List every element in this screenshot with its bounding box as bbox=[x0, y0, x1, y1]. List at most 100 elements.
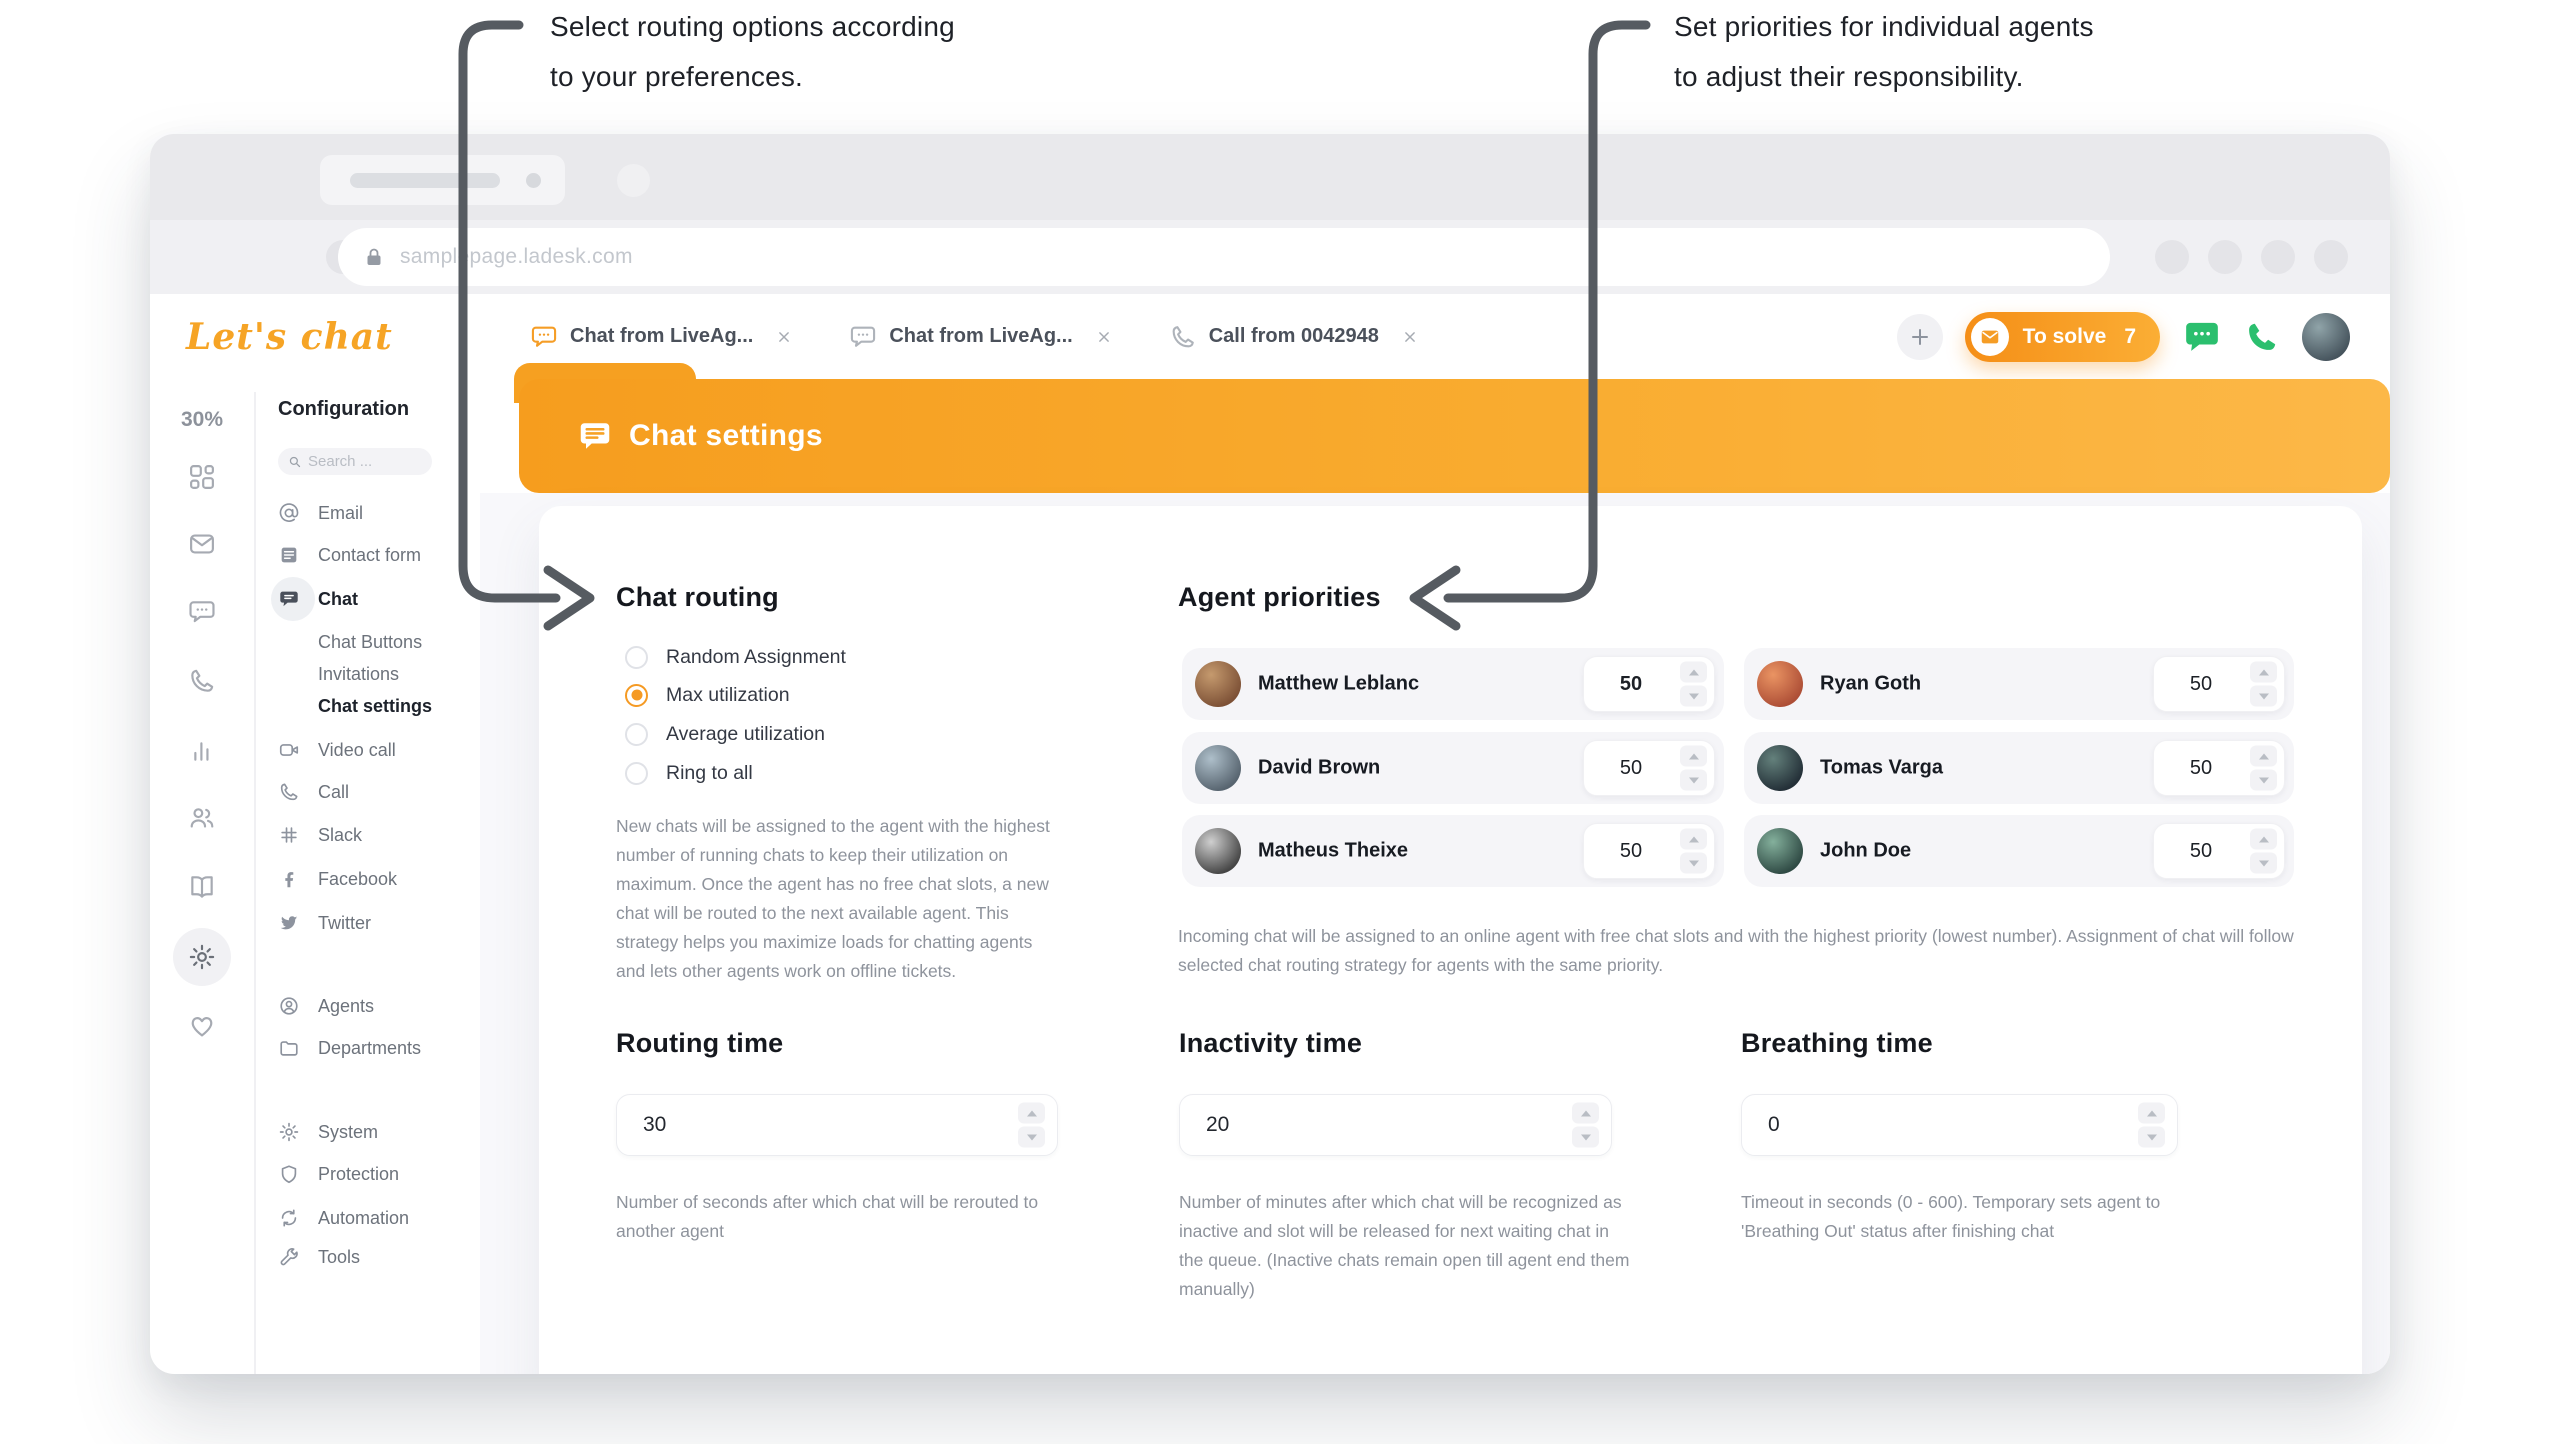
phone-icon bbox=[188, 667, 217, 696]
stepper bbox=[1572, 1102, 1599, 1148]
radio-selected-icon bbox=[625, 683, 648, 707]
annotation-right-line2: to adjust their responsibility. bbox=[1674, 61, 2024, 92]
ticket-tab-chat-1[interactable]: Chat from LiveAg... bbox=[530, 323, 793, 351]
video-icon bbox=[278, 739, 318, 761]
menu-item-tools[interactable]: Tools bbox=[278, 1239, 360, 1275]
menu-item-agents[interactable]: Agents bbox=[278, 988, 374, 1024]
at-icon bbox=[278, 502, 318, 524]
browser-action-button-4[interactable] bbox=[2314, 240, 2348, 274]
stepper-down-button[interactable] bbox=[2250, 852, 2277, 874]
stepper-down-button[interactable] bbox=[1572, 1126, 1599, 1148]
rail-item-favorites[interactable] bbox=[188, 1011, 217, 1040]
inactivity-time-input[interactable] bbox=[1179, 1094, 1612, 1156]
priority-input[interactable] bbox=[1583, 740, 1715, 796]
stepper-up-button[interactable] bbox=[1018, 1102, 1045, 1124]
stepper-up-button[interactable] bbox=[2250, 828, 2277, 850]
slack-icon bbox=[278, 824, 318, 846]
menu-item-system[interactable]: System bbox=[278, 1114, 378, 1150]
annotation-left: Select routing options according to your… bbox=[550, 2, 955, 102]
chats-button[interactable] bbox=[2182, 317, 2222, 357]
page-title: Chat settings bbox=[629, 419, 823, 452]
close-icon[interactable] bbox=[1401, 328, 1419, 346]
browser-action-button-2[interactable] bbox=[2208, 240, 2242, 274]
menu-item-call[interactable]: Call bbox=[278, 774, 349, 810]
chat-routing-title: Chat routing bbox=[616, 582, 779, 612]
menu-item-protection[interactable]: Protection bbox=[278, 1156, 399, 1192]
menu-item-slack[interactable]: Slack bbox=[278, 817, 362, 853]
stepper-down-button[interactable] bbox=[1680, 685, 1707, 707]
browser-tab[interactable] bbox=[320, 155, 565, 205]
stepper-down-button[interactable] bbox=[2250, 769, 2277, 791]
rail-item-settings[interactable] bbox=[188, 943, 217, 972]
rail-item-mail[interactable] bbox=[188, 530, 217, 559]
stepper-down-button[interactable] bbox=[1680, 769, 1707, 791]
menu-item-invitations[interactable]: Invitations bbox=[318, 663, 400, 684]
inactivity-time-title: Inactivity time bbox=[1179, 1028, 1363, 1058]
menu-item-departments[interactable]: Departments bbox=[278, 1030, 421, 1066]
browser-action-button-3[interactable] bbox=[2261, 240, 2295, 274]
folder-icon bbox=[278, 1037, 318, 1059]
stepper-down-button[interactable] bbox=[1680, 852, 1707, 874]
menu-item-twitter[interactable]: Twitter bbox=[278, 905, 371, 941]
close-icon[interactable] bbox=[1095, 328, 1113, 346]
ticket-tab-call[interactable]: Call from 0042948 bbox=[1169, 323, 1419, 351]
browser-tab-close-icon[interactable] bbox=[526, 173, 541, 188]
annotation-right: Set priorities for individual agents to … bbox=[1674, 2, 2094, 102]
stepper-up-button[interactable] bbox=[1680, 828, 1707, 850]
priority-input[interactable] bbox=[1583, 656, 1715, 712]
ticket-tab-chat-2[interactable]: Chat from LiveAg... bbox=[849, 323, 1112, 351]
menu-item-facebook[interactable]: Facebook bbox=[278, 861, 397, 897]
priority-input[interactable] bbox=[2153, 740, 2285, 796]
priority-input[interactable] bbox=[2153, 823, 2285, 879]
search-input[interactable] bbox=[308, 448, 426, 475]
address-bar[interactable]: samplepage.ladesk.com bbox=[338, 228, 2110, 286]
config-search[interactable] bbox=[278, 448, 432, 475]
app-header: Let's chat Chat from LiveAg... Chat from… bbox=[150, 294, 2390, 379]
menu-item-video-call[interactable]: Video call bbox=[278, 732, 396, 768]
user-avatar[interactable] bbox=[2302, 312, 2350, 361]
stepper-up-button[interactable] bbox=[1572, 1102, 1599, 1124]
radio-option-random-assignment[interactable]: Random Assignment bbox=[625, 638, 846, 676]
routing-time-input[interactable] bbox=[616, 1094, 1058, 1156]
annotation-right-line1: Set priorities for individual agents bbox=[1674, 11, 2094, 42]
stepper-down-button[interactable] bbox=[2138, 1126, 2165, 1148]
chat-filled-icon bbox=[278, 588, 318, 610]
rail-item-customers[interactable] bbox=[188, 804, 217, 833]
routing-time-description: Number of seconds after which chat will … bbox=[616, 1192, 1039, 1241]
rail-item-chat[interactable] bbox=[188, 598, 217, 627]
priority-input[interactable] bbox=[1583, 823, 1715, 879]
menu-item-automation[interactable]: Automation bbox=[278, 1200, 409, 1236]
rail-item-knowledge-base[interactable] bbox=[188, 873, 217, 902]
stepper-up-button[interactable] bbox=[2250, 661, 2277, 683]
to-solve-button[interactable]: To solve 7 bbox=[1964, 311, 2160, 362]
sync-icon bbox=[278, 1207, 318, 1229]
menu-item-chat-buttons[interactable]: Chat Buttons bbox=[318, 631, 423, 652]
wrench-icon bbox=[278, 1246, 318, 1268]
radio-icon bbox=[625, 722, 648, 746]
stepper-up-button[interactable] bbox=[2250, 745, 2277, 767]
stepper-up-button[interactable] bbox=[1680, 745, 1707, 767]
new-ticket-button[interactable] bbox=[1896, 313, 1943, 360]
rail-item-call[interactable] bbox=[188, 667, 217, 696]
stepper-up-button[interactable] bbox=[1680, 661, 1707, 683]
stepper-down-button[interactable] bbox=[1018, 1126, 1045, 1148]
radio-option-max-utilization[interactable]: Max utilization bbox=[625, 676, 790, 714]
browser-action-button-1[interactable] bbox=[2155, 240, 2189, 274]
radio-option-ring-to-all[interactable]: Ring to all bbox=[625, 754, 753, 792]
calls-button[interactable] bbox=[2244, 319, 2280, 355]
menu-item-chat-settings[interactable]: Chat settings bbox=[318, 695, 433, 716]
rail-item-reports[interactable] bbox=[188, 736, 217, 765]
menu-item-email[interactable]: Email bbox=[278, 495, 363, 531]
annotation-left-line1: Select routing options according bbox=[550, 11, 955, 42]
breathing-time-input[interactable] bbox=[1741, 1094, 2178, 1156]
menu-item-contact-form[interactable]: Contact form bbox=[278, 537, 421, 573]
radio-option-average-utilization[interactable]: Average utilization bbox=[625, 715, 825, 753]
menu-item-chat[interactable]: Chat bbox=[278, 581, 358, 617]
stepper-up-button[interactable] bbox=[2138, 1102, 2165, 1124]
new-browser-tab-button[interactable] bbox=[617, 164, 650, 197]
stepper-down-button[interactable] bbox=[2250, 685, 2277, 707]
priority-input[interactable] bbox=[2153, 656, 2285, 712]
rail-item-dashboard[interactable] bbox=[188, 463, 217, 492]
configuration-title: Configuration bbox=[278, 398, 410, 420]
close-icon[interactable] bbox=[775, 328, 793, 346]
